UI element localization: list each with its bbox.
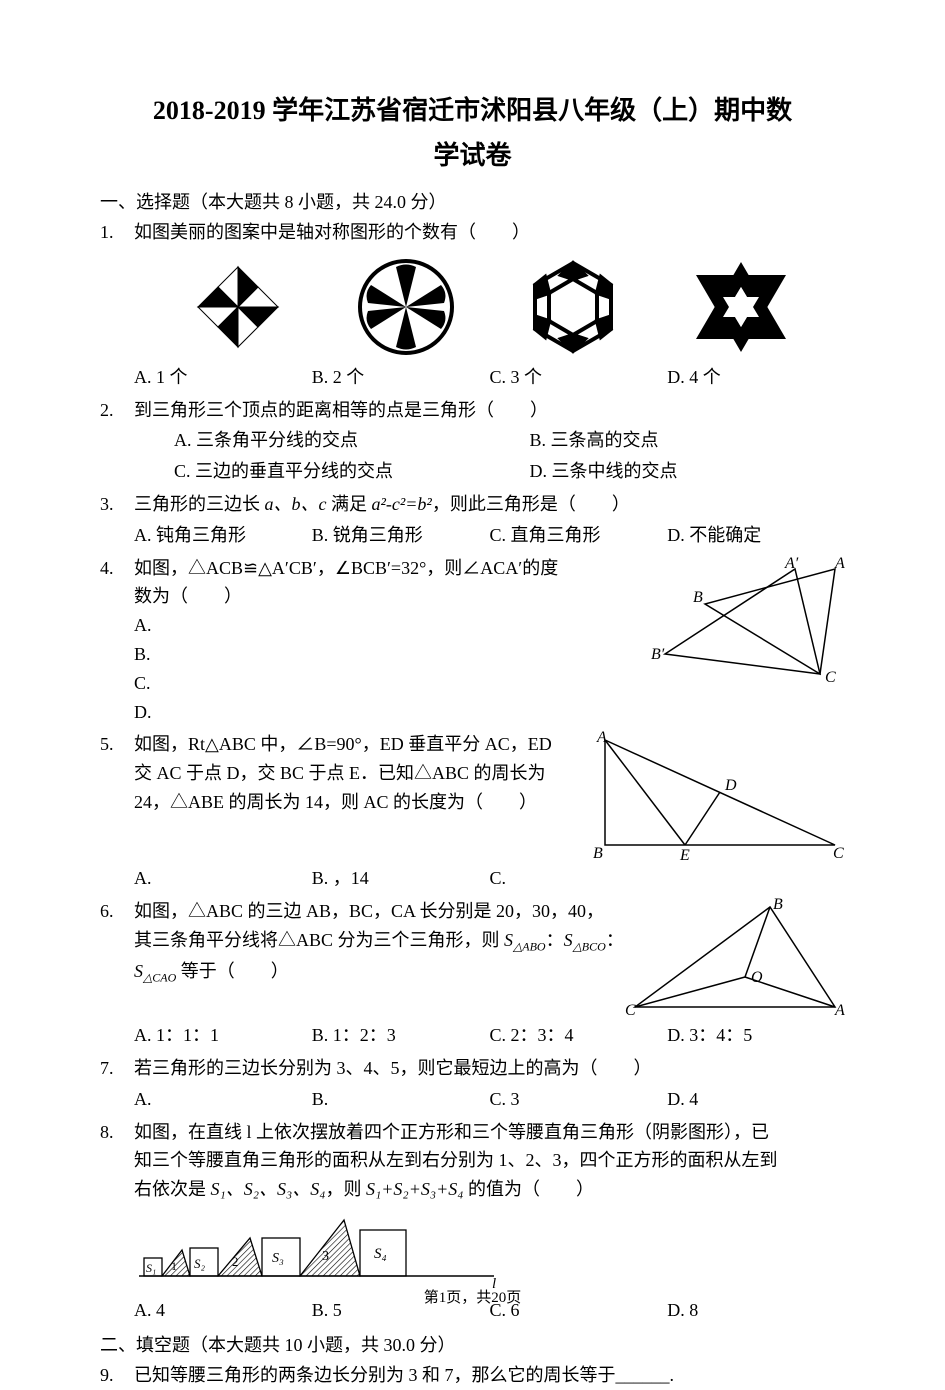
q9-text: 已知等腰三角形的两条边长分别为 3 和 7，那么它的周长等于______. <box>134 1361 845 1390</box>
q5-optC: C. <box>490 864 668 893</box>
q6-text2: 其三条角平分线将△ABC 分为三个三角形，则 S△ABO：S△BCO： <box>134 926 625 957</box>
svg-text:S₄: S₄ <box>374 1246 387 1262</box>
question-7: 7. 若三角形的三边长分别为 3、4、5，则它最短边上的高为（ ） A. B. … <box>100 1054 845 1114</box>
q2-optC: C. 三边的垂直平分线的交点 <box>134 457 490 486</box>
svg-text:B: B <box>773 897 783 913</box>
q1-options: A. 1 个 B. 2 个 C. 3 个 D. 4 个 <box>134 363 845 392</box>
svg-text:B: B <box>693 589 703 606</box>
q6-text3: S△CAO 等于（ ） <box>134 957 625 988</box>
q7-optC: C. 3 <box>490 1085 668 1114</box>
q6-optD: D. 3：4：5 <box>667 1021 845 1050</box>
question-9: 9. 已知等腰三角形的两条边长分别为 3 和 7，那么它的周长等于______. <box>100 1361 845 1390</box>
q4-figure: A A′ B B′ C <box>645 554 845 684</box>
q4-num: 4. <box>100 554 134 727</box>
q6-optA: A. 1：1：1 <box>134 1021 312 1050</box>
q1-optC: C. 3 个 <box>490 363 668 392</box>
q4-text1: 如图，△ACB≌△A′CB′，∠BCB′=32°，则∠ACA′的度 <box>134 554 645 583</box>
q4-optA: A. <box>134 611 645 640</box>
q6-optB: B. 1：2：3 <box>312 1021 490 1050</box>
question-1: 1. 如图美丽的图案中是轴对称图形的个数有（ ） <box>100 218 845 392</box>
q5-text1: 如图，Rt△ABC 中，∠B=90°，ED 垂直平分 AC，ED <box>134 730 585 759</box>
svg-text:B: B <box>593 845 603 860</box>
section-1-header: 一、选择题（本大题共 8 小题，共 24.0 分） <box>100 188 845 214</box>
q4-optC: C. <box>134 669 645 698</box>
q6-optC: C. 2：3：4 <box>490 1021 668 1050</box>
q6-figure: B C A O <box>625 897 845 1017</box>
q6-num: 6. <box>100 897 134 1050</box>
svg-text:A′: A′ <box>784 555 799 572</box>
svg-text:S₃: S₃ <box>272 1251 284 1266</box>
question-3: 3. 三角形的三边长 a、b、c 满足 a²-c²=b²，则此三角形是（ ） A… <box>100 490 845 550</box>
page-title: 2018-2019 学年江苏省宿迁市沭阳县八年级（上）期中数 <box>100 90 845 127</box>
q7-optA: A. <box>134 1085 312 1114</box>
svg-text:3: 3 <box>322 1249 329 1264</box>
q7-optD: D. 4 <box>667 1085 845 1114</box>
q1-text: 如图美丽的图案中是轴对称图形的个数有（ ） <box>134 218 845 247</box>
page-subtitle: 学试卷 <box>100 135 845 172</box>
q5-text2: 交 AC 于点 D，交 BC 于点 E．已知△ABC 的周长为 <box>134 759 585 788</box>
svg-text:D: D <box>724 777 737 794</box>
svg-text:1: 1 <box>171 1259 177 1273</box>
q3-optA: A. 钝角三角形 <box>134 521 312 550</box>
q8-text3: 右依次是 S₁、S₂、S₃、S₄，则 S₁+S₂+S₃+S₄ 的值为（ ） <box>134 1175 845 1204</box>
q1-figures <box>134 257 845 357</box>
svg-text:O: O <box>751 969 763 986</box>
q3-text: 三角形的三边长 a、b、c 满足 a²-c²=b²，则此三角形是（ ） <box>134 490 845 519</box>
q1-optD: D. 4 个 <box>667 363 845 392</box>
page-footer: 第1页，共20页 <box>0 1286 945 1307</box>
svg-text:A: A <box>834 555 845 572</box>
svg-text:2: 2 <box>232 1254 239 1269</box>
q8-figure: l S₁ 1 S₂ 2 S₃ 3 S₄ <box>134 1210 504 1290</box>
svg-text:S₁: S₁ <box>146 1261 156 1275</box>
q7-text: 若三角形的三边长分别为 3、4、5，则它最短边上的高为（ ） <box>134 1054 845 1083</box>
q5-figure: A B C D E <box>585 730 845 860</box>
question-5: 5. 如图，Rt△ABC 中，∠B=90°，ED 垂直平分 AC，ED 交 AC… <box>100 730 845 893</box>
q5-num: 5. <box>100 730 134 893</box>
q2-text: 到三角形三个顶点的距离相等的点是三角形（ ） <box>134 396 845 425</box>
svg-text:E: E <box>679 847 690 860</box>
svg-text:C: C <box>825 669 836 684</box>
q3-optC: C. 直角三角形 <box>490 521 668 550</box>
q2-num: 2. <box>100 396 134 486</box>
question-6: 6. 如图，△ABC 的三边 AB，BC，CA 长分别是 20，30，40， 其… <box>100 897 845 1050</box>
svg-text:A: A <box>596 730 607 746</box>
q5-optA: A. <box>134 864 312 893</box>
hexagon-ornament-icon <box>523 257 623 357</box>
section-2-header: 二、填空题（本大题共 10 小题，共 30.0 分） <box>100 1331 845 1357</box>
svg-text:C: C <box>625 1002 636 1017</box>
svg-text:B′: B′ <box>651 646 665 663</box>
q1-num: 1. <box>100 218 134 392</box>
q6-text1: 如图，△ABC 的三边 AB，BC，CA 长分别是 20，30，40， <box>134 897 625 926</box>
q2-optA: A. 三条角平分线的交点 <box>134 426 490 455</box>
q1-optA: A. 1 个 <box>134 363 312 392</box>
svg-text:C: C <box>833 845 844 860</box>
q4-optD: D. <box>134 698 645 727</box>
question-2: 2. 到三角形三个顶点的距离相等的点是三角形（ ） A. 三条角平分线的交点 B… <box>100 396 845 486</box>
q3-num: 3. <box>100 490 134 550</box>
q5-text3: 24，△ABE 的周长为 14，则 AC 的长度为（ ） <box>134 788 585 817</box>
q7-optB: B. <box>312 1085 490 1114</box>
svg-text:S₂: S₂ <box>194 1256 206 1271</box>
star-icon <box>691 257 791 357</box>
q9-num: 9. <box>100 1361 134 1390</box>
q3-optB: B. 锐角三角形 <box>312 521 490 550</box>
q8-text1: 如图，在直线 l 上依次摆放着四个正方形和三个等腰直角三角形（阴影图形），已 <box>134 1118 845 1147</box>
q4-text2: 数为（ ） <box>134 582 645 611</box>
q2-optD: D. 三条中线的交点 <box>490 457 846 486</box>
svg-text:A: A <box>834 1002 845 1017</box>
pinwheel-icon <box>188 257 288 357</box>
q5-optB: B. ，14 <box>312 864 490 893</box>
q2-optB: B. 三条高的交点 <box>490 426 846 455</box>
q3-optD: D. 不能确定 <box>667 521 845 550</box>
q7-num: 7. <box>100 1054 134 1114</box>
q1-optB: B. 2 个 <box>312 363 490 392</box>
flower-circle-icon <box>356 257 456 357</box>
question-4: 4. 如图，△ACB≌△A′CB′，∠BCB′=32°，则∠ACA′的度 数为（… <box>100 554 845 727</box>
q4-optB: B. <box>134 640 645 669</box>
q8-text2: 知三个等腰直角三角形的面积从左到右分别为 1、2、3，四个正方形的面积从左到 <box>134 1146 845 1175</box>
